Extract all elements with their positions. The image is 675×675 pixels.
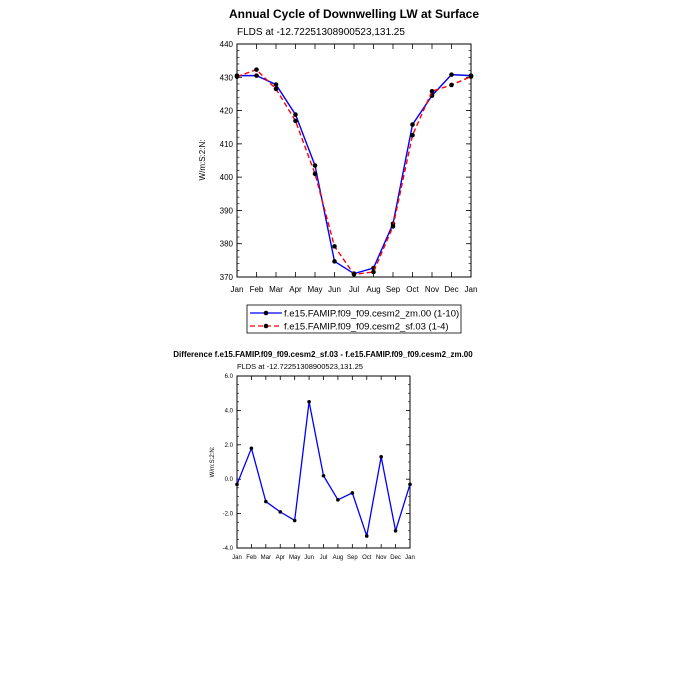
chart2-x-tick-label: Jun — [304, 555, 314, 561]
chart1-series2-point — [293, 118, 298, 124]
chart1-x-tick-label: Feb — [250, 285, 264, 294]
chart1-x-tick-label: Oct — [406, 285, 419, 294]
chart1-x-tick-label: Jan — [231, 285, 244, 294]
chart1-axes: Jan Feb Mar Apr May Jun Jul Aug Sep Oct Nov Dec Jan 4… — [220, 40, 478, 294]
chart2-series1-point — [350, 491, 355, 495]
chart2-x-tick-label: Jul — [320, 555, 328, 561]
chart1-series1-line — [237, 73, 472, 275]
chart2-y-tick-label: 2.0 — [225, 443, 234, 449]
chart2-x-tick-label: Dec — [390, 555, 401, 561]
chart1-x-tick-label: Nov — [425, 285, 439, 294]
chart1-x-tick-label: Jan — [465, 285, 478, 294]
chart2-subtitle: FLDS at -12.72251308900523,131.25 — [237, 362, 363, 371]
chart2-series1-point — [307, 400, 311, 404]
chart2-y-tick-label: -4.0 — [223, 546, 234, 552]
chart1-x-tick-label: Mar — [269, 285, 283, 294]
chart1-series2-line — [236, 68, 472, 276]
chart2-series1-point — [292, 518, 297, 523]
chart1-legend-box — [246, 304, 462, 334]
chart1-series2-point — [449, 82, 454, 88]
chart1-title: Annual Cycle of Downwelling LW at Surfac… — [229, 7, 479, 21]
chart2-series1-point — [393, 529, 398, 533]
chart2-y-tick-label: 0.0 — [225, 477, 234, 483]
chart1-y-tick-label: 390 — [220, 206, 234, 215]
chart2-x-tick-label: Aug — [333, 555, 344, 561]
chart1-series1-point — [293, 112, 298, 117]
chart1-series1-point — [254, 73, 259, 78]
chart2-y-axis-label: W/m:S:2:N: — [210, 446, 216, 477]
chart2-x-tick-label: Feb — [246, 555, 257, 561]
chart1-y-tick-label: 400 — [220, 173, 234, 182]
chart1-series2-point — [410, 132, 415, 138]
chart1-series2-point — [254, 67, 259, 72]
chart2-series1-point — [364, 534, 369, 538]
chart1-series2-point — [234, 74, 240, 79]
chart1-series2-point — [390, 224, 396, 229]
chart1-y-tick-label: 380 — [220, 240, 234, 249]
chart1-x-tick-label: Jul — [349, 285, 359, 294]
chart2-x-tick-label: Oct — [362, 555, 372, 561]
chart2-series1-line — [236, 401, 411, 537]
chart1-series2-point — [351, 272, 357, 277]
chart1-subtitle: FLDS at -12.72251308900523,131.25 — [237, 27, 405, 38]
legend-series1-marker — [263, 310, 269, 316]
chart2-plot-area — [235, 400, 412, 538]
chart2-series1-point — [379, 455, 383, 459]
chart2-x-tick-label: Jan — [405, 555, 415, 561]
chart2-y-tick-label: 6.0 — [225, 374, 234, 380]
chart1-series2-point — [429, 88, 435, 94]
chart1-y-tick-label: 420 — [220, 107, 234, 116]
chart2-x-tick-label: Nov — [376, 555, 387, 561]
chart1-y-axis-label: W/m:S:2:N: — [198, 140, 207, 181]
chart2-series1-point — [336, 498, 340, 502]
chart2-axes: Jan Feb Mar Apr May Jun Jul Aug Sep Oct Nov Dec Jan 6… — [223, 374, 415, 561]
chart1-series1-point — [273, 82, 279, 87]
chart2-y-tick-label: 4.0 — [225, 408, 234, 414]
chart2-frame — [236, 375, 411, 549]
chart1-y-tick-label: 410 — [220, 140, 234, 149]
chart2-series1-point — [249, 446, 254, 451]
chart2-series1-point — [408, 482, 412, 487]
chart1-series2-point — [332, 244, 337, 249]
chart1-x-tick-label: Aug — [366, 285, 380, 294]
chart1-series2-point — [273, 86, 279, 92]
chart2-series1-point — [278, 510, 283, 514]
chart1-series1-point — [312, 163, 318, 168]
chart2-x-tick-label: Sep — [347, 555, 358, 561]
chart2-series1-point — [264, 499, 268, 504]
chart2-title: Difference f.e15.FAMIP.f09_f09.cesm2_sf.… — [173, 350, 473, 359]
chart2-series1-point — [321, 473, 326, 478]
chart2-series1-point — [235, 482, 239, 487]
chart1-series1-point — [449, 72, 454, 77]
chart2-y-tick-label: -2.0 — [223, 512, 234, 518]
chart2-x-tick-label: Jan — [232, 555, 242, 561]
legend-series2-label: f.e15.FAMIP.f09_f09.cesm2_sf.03 (1-4) — [284, 322, 449, 333]
chart1-x-tick-label: Jun — [328, 285, 341, 294]
chart1-y-tick-label: 370 — [220, 273, 234, 282]
chart2-x-tick-label: Apr — [276, 555, 285, 561]
chart1-x-tick-label: May — [307, 285, 322, 294]
chart1-y-tick-label: 440 — [220, 40, 234, 49]
chart2-x-tick-label: Mar — [261, 555, 271, 561]
chart1-x-tick-label: Apr — [289, 285, 302, 294]
legend-series2-marker — [263, 323, 269, 329]
chart2-x-tick-label: May — [289, 555, 300, 561]
chart1-x-tick-label: Sep — [386, 285, 401, 294]
chart1-series1-point — [332, 259, 337, 264]
chart1-series2-point — [371, 269, 376, 275]
chart1-plot-area — [234, 67, 474, 277]
chart1-y-tick-label: 430 — [220, 73, 234, 82]
chart1-series1-point — [410, 122, 415, 127]
chart1-x-tick-label: Dec — [444, 285, 458, 294]
chart1-series2-point — [312, 171, 318, 177]
legend-series1-label: f.e15.FAMIP.f09_f09.cesm2_zm.00 (1-10) — [284, 309, 459, 320]
chart1-frame — [236, 43, 472, 278]
chart1-series2-point — [468, 74, 474, 79]
